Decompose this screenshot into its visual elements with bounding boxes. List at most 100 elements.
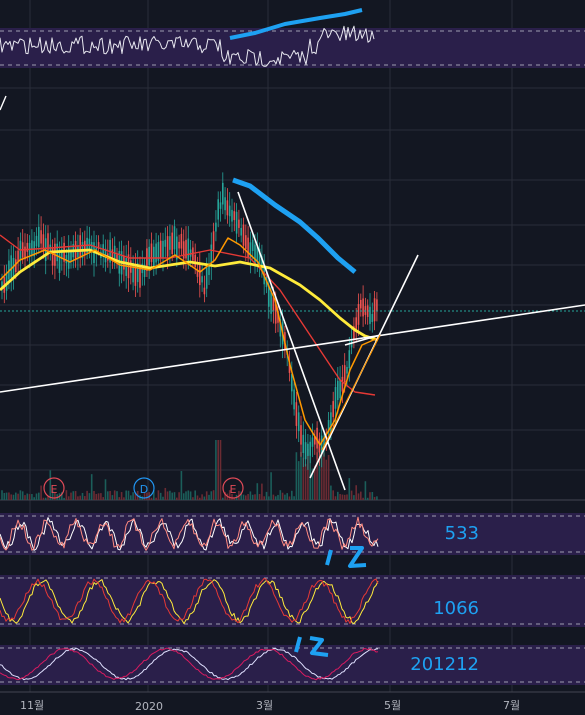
volume-bar xyxy=(162,496,164,500)
candle-body xyxy=(173,226,176,250)
volume-bar xyxy=(261,483,263,500)
volume-bar xyxy=(212,490,215,500)
candle-body xyxy=(323,438,325,450)
orange-trend-line xyxy=(321,334,381,451)
volume-bar xyxy=(364,481,367,500)
volume-bar xyxy=(132,492,134,500)
volume-bar xyxy=(157,490,160,500)
candle-body xyxy=(224,197,226,211)
candle-body xyxy=(47,233,49,253)
volume-bar xyxy=(28,494,31,500)
volume-bar xyxy=(164,487,167,500)
ma-yellow-line xyxy=(0,248,379,342)
volume-bar xyxy=(169,490,171,500)
x-tick-label: 7월 xyxy=(503,699,521,712)
volume-bar xyxy=(187,490,190,500)
oscillator-line xyxy=(0,578,379,624)
candle-body xyxy=(235,211,238,234)
volume-bar xyxy=(304,463,307,500)
volume-bar xyxy=(155,497,157,500)
indicator-panels xyxy=(0,28,585,685)
ma-red-line xyxy=(0,234,376,396)
volume-bar xyxy=(228,490,231,500)
candle-body xyxy=(268,285,270,307)
volume-bar xyxy=(332,490,334,500)
volume-bar xyxy=(100,493,102,500)
candle-body xyxy=(185,239,187,259)
volume-bar xyxy=(107,491,109,500)
candle-body xyxy=(189,249,192,257)
hand-annotations xyxy=(229,8,367,657)
volume-bar xyxy=(318,447,321,500)
candle-body xyxy=(274,302,277,324)
volume-bar xyxy=(86,490,88,500)
candle-body xyxy=(40,230,42,244)
candle-body xyxy=(17,250,19,262)
candle-body xyxy=(79,235,81,258)
candle-body xyxy=(376,299,378,312)
oscillator-lines xyxy=(0,25,379,681)
volume-bar xyxy=(127,490,130,500)
volume-bar xyxy=(215,440,217,500)
volume-bar xyxy=(166,491,169,500)
candle-body xyxy=(300,425,302,445)
oscillator-line xyxy=(0,579,379,625)
volume-bars xyxy=(1,440,378,500)
candle-body xyxy=(332,401,334,417)
candle-body xyxy=(150,243,153,263)
event-marker-e xyxy=(222,477,244,499)
candle-body xyxy=(270,290,272,314)
candle-body xyxy=(261,256,263,272)
volume-bar xyxy=(311,468,314,500)
annotation-curve xyxy=(229,8,363,40)
volume-bar xyxy=(256,483,259,500)
candle-body xyxy=(348,350,351,369)
volume-bar xyxy=(219,440,222,500)
volume-bar xyxy=(143,492,146,500)
volume-bar xyxy=(353,495,355,500)
candle-body xyxy=(240,227,242,236)
volume-bar xyxy=(357,493,360,500)
candle-body xyxy=(164,239,167,247)
oscillator-line xyxy=(0,647,379,681)
candle-body xyxy=(201,276,203,283)
volume-bar xyxy=(102,497,104,500)
candle-body xyxy=(162,240,164,259)
candle-body xyxy=(343,365,346,383)
candle-body xyxy=(148,246,150,266)
candle-body xyxy=(320,435,323,455)
candle-body xyxy=(97,242,100,249)
volume-bar xyxy=(113,490,116,500)
volume-bar xyxy=(203,496,206,500)
volume-bar xyxy=(307,448,309,500)
candle-body xyxy=(295,402,298,426)
volume-bar xyxy=(192,497,194,500)
volume-bar xyxy=(70,492,72,500)
volume-bar xyxy=(173,492,176,500)
candle-body xyxy=(159,240,162,258)
candle-body xyxy=(171,232,173,255)
candle-body xyxy=(65,254,68,264)
candle-body xyxy=(233,211,236,221)
candle-body xyxy=(205,267,208,289)
candle-body xyxy=(309,441,311,456)
volume-bar xyxy=(49,470,52,500)
volume-bar xyxy=(281,492,284,500)
volume-bar xyxy=(189,491,192,500)
volume-bar xyxy=(350,490,353,500)
candle-body xyxy=(166,236,169,257)
volume-bar xyxy=(1,490,3,500)
volume-bar xyxy=(63,497,65,500)
volume-bar xyxy=(360,491,362,500)
candle-body xyxy=(15,259,17,273)
volume-bar xyxy=(118,497,121,500)
volume-bar xyxy=(24,495,26,500)
candle-body xyxy=(178,241,180,249)
volume-bar xyxy=(176,497,178,500)
volume-bar xyxy=(373,496,376,500)
candle-body xyxy=(38,226,40,248)
candle-body xyxy=(360,299,362,309)
candle-body xyxy=(157,242,160,261)
candle-body xyxy=(61,249,63,260)
